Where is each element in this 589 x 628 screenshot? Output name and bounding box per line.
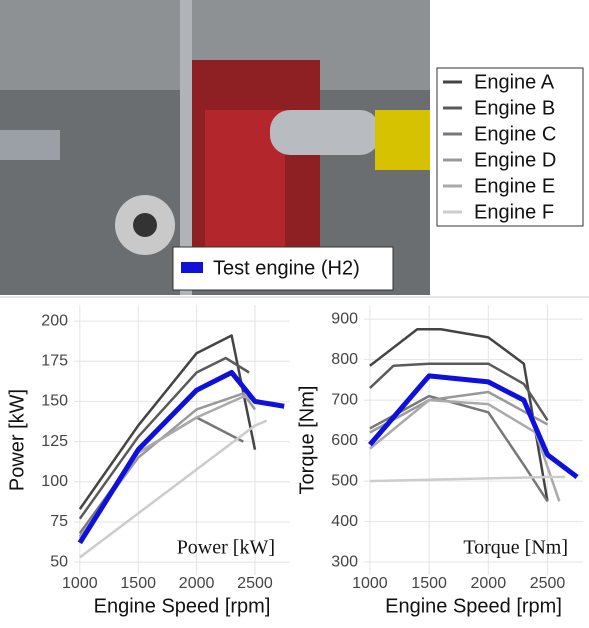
y-tick-label: 50 [50,553,68,570]
y-tick-label: 900 [331,310,358,327]
x-tick-label: 1000 [352,575,388,592]
annotation: Torque [Nm] [463,537,568,559]
series-line [369,362,549,422]
y-tick-label: 500 [331,472,358,489]
series-line [368,373,579,480]
y-tick-label: 600 [331,432,358,449]
legend-label: Engine F [474,201,554,223]
legend-label: Engine A [474,71,555,93]
y-tick-label: 300 [331,553,358,570]
x-tick-label: 2500 [530,575,566,592]
y-tick-label: 200 [41,312,68,329]
legend-swatch [181,262,203,273]
y-tick-label: 400 [331,513,358,530]
y-tick-label: 175 [41,352,68,369]
legend-label: Engine B [474,97,555,119]
legend-label: Engine D [474,149,556,171]
y-tick-label: 150 [41,393,68,410]
legend-label: Engine C [474,123,556,145]
series-line [369,475,566,483]
photo [0,0,430,295]
legend-label: Engine E [474,175,555,197]
series-line [78,392,256,538]
series-line [79,419,268,559]
x-axis-label: Engine Speed [rpm] [385,595,562,617]
series-line [78,356,250,520]
y-tick-label: 700 [331,391,358,408]
legend-box [436,67,584,227]
test-legend-box [172,246,394,291]
x-axis-label: Engine Speed [rpm] [94,595,271,617]
legend-label: Test engine (H2) [213,257,360,279]
annotation: Power [kW] [177,537,275,559]
series-line [369,398,561,502]
x-tick-label: 1000 [62,575,98,592]
series-line [369,390,549,434]
x-tick-label: 2500 [237,575,273,592]
y-axis-label: Power [kW] [6,389,28,491]
series-line [78,334,257,510]
x-tick-label: 1500 [120,575,156,592]
x-tick-label: 2000 [471,575,507,592]
y-tick-label: 75 [50,513,68,530]
x-tick-label: 1500 [411,575,447,592]
y-tick-label: 100 [41,473,68,490]
series-line [369,328,549,502]
y-tick-label: 800 [331,351,358,368]
x-tick-label: 2000 [179,575,215,592]
y-tick-label: 125 [41,433,68,450]
series-line [77,370,285,545]
y-axis-label: Torque [Nm] [296,386,318,495]
